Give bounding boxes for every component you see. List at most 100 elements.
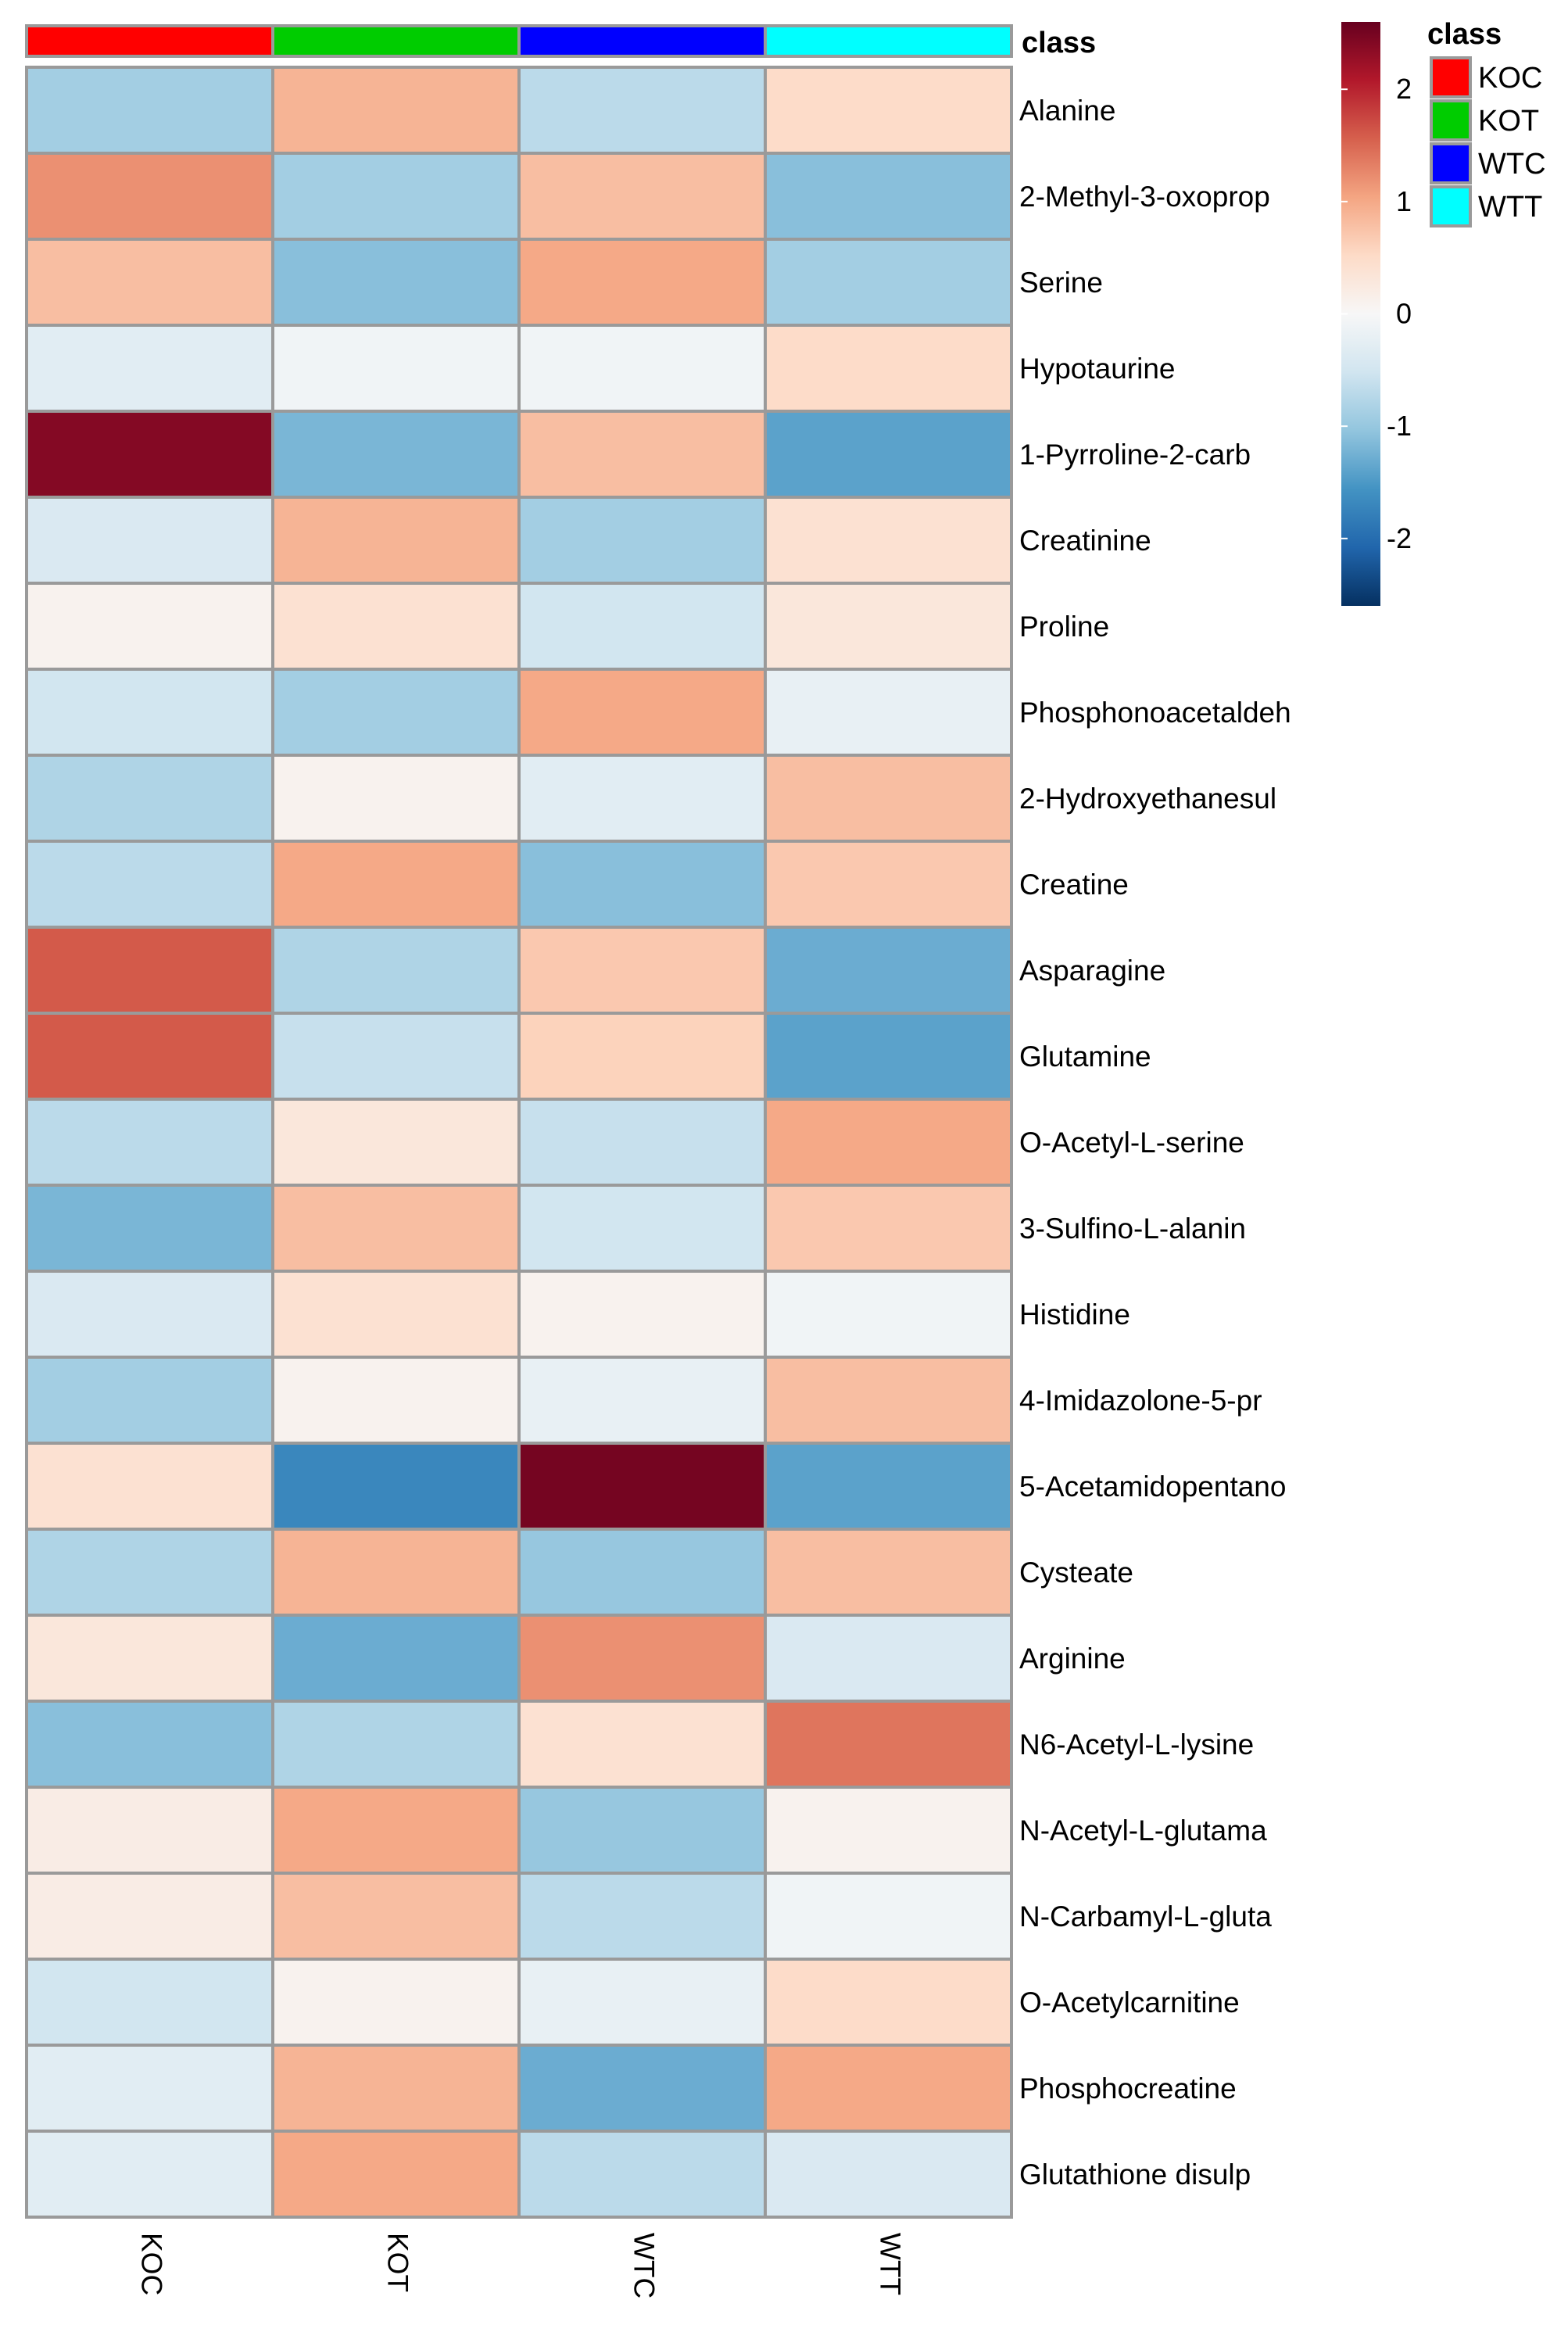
heatmap-cell: [25, 926, 274, 1015]
colorbar-tick-label: 2: [1396, 73, 1412, 105]
heatmap-cell: [25, 324, 274, 413]
row-label: Hypotaurine: [1019, 353, 1176, 385]
heatmap-cell: [25, 1012, 274, 1101]
heatmap-cell: [517, 410, 767, 499]
row-labels: Alanine 2-Methyl-3-oxoprop Serine Hypotauri…: [1019, 95, 1291, 2191]
row-label: Cysteate: [1019, 1557, 1133, 1589]
heatmap-cell: [764, 410, 1013, 499]
heatmap-cell: [517, 2130, 767, 2219]
heatmap-cell: [764, 66, 1013, 155]
class-legend: class KOC KOT WTC WTT: [1427, 18, 1546, 227]
heatmap-cell: [25, 410, 274, 499]
colorbar-tick-label: -2: [1387, 522, 1412, 554]
heatmap-cell: [764, 926, 1013, 1015]
legend-swatch-wtc: [1430, 142, 1472, 184]
heatmap-cell: [764, 1700, 1013, 1789]
heatmap-cell: [271, 152, 521, 241]
heatmap-cell: [764, 754, 1013, 843]
row-label: O-Acetyl-L-serine: [1019, 1127, 1244, 1159]
heatmap-cell: [271, 840, 521, 929]
legend-label-wtc: WTC: [1478, 148, 1546, 181]
heatmap-cell: [25, 496, 274, 585]
colorbar-tick-label: 1: [1396, 185, 1412, 217]
column-label: KOT: [382, 2233, 414, 2292]
heatmap-cell: [764, 1528, 1013, 1617]
row-label: 3-Sulfino-L-alanin: [1019, 1213, 1246, 1245]
heatmap-cell: [517, 1872, 767, 1961]
heatmap-cell: [25, 1184, 274, 1273]
row-label: 4-Imidazolone-5-pr: [1019, 1385, 1262, 1417]
row-label: Histidine: [1019, 1299, 1130, 1331]
heatmap-cell: [25, 66, 274, 155]
heatmap-cell: [764, 496, 1013, 585]
row-label: Creatine: [1019, 869, 1129, 901]
row-label: Glutamine: [1019, 1041, 1151, 1073]
heatmap-cell: [517, 152, 767, 241]
heatmap-cell: [764, 2130, 1013, 2219]
heatmap-cell: [271, 496, 521, 585]
heatmap-cell: [517, 1184, 767, 1273]
heatmap-cell: [764, 238, 1013, 327]
row-label: 2-Methyl-3-oxoprop: [1019, 181, 1270, 213]
colorbar-tick-label: -1: [1387, 410, 1412, 442]
heatmap-cell: [517, 1442, 767, 1531]
heatmap-cell: [517, 1700, 767, 1789]
heatmap-cell: [25, 1270, 274, 1359]
heatmap-cell: [271, 754, 521, 843]
heatmap-cell: [764, 1356, 1013, 1445]
heatmap-cell: [517, 840, 767, 929]
heatmap-cell: [764, 1012, 1013, 1101]
heatmap-cell: [25, 582, 274, 671]
heatmap-cell: [25, 2044, 274, 2133]
heatmap-cell: [764, 2044, 1013, 2133]
heatmap-cell: [25, 152, 274, 241]
heatmap-cell: [25, 1356, 274, 1445]
heatmap-cell: [764, 1270, 1013, 1359]
row-label: Phosphonoacetaldeh: [1019, 697, 1291, 729]
heatmap-cell: [25, 1442, 274, 1531]
colorbar-gradient: [1341, 22, 1380, 606]
heatmap-cell: [517, 1528, 767, 1617]
row-label: 1-Pyrroline-2-carb: [1019, 439, 1251, 471]
heatmap-cell: [271, 1958, 521, 2047]
column-labels: KOC KOT WTC WTT: [136, 2233, 907, 2298]
heatmap-cell: [271, 1786, 521, 1875]
heatmap-cell: [271, 1012, 521, 1101]
heatmap-cell: [271, 66, 521, 155]
row-label: O-Acetylcarnitine: [1019, 1986, 1240, 2019]
class-bar-kot: [271, 24, 521, 58]
heatmap-cell: [517, 496, 767, 585]
heatmap-cell: [764, 1442, 1013, 1531]
heatmap-cell: [517, 1614, 767, 1703]
row-label: Proline: [1019, 611, 1109, 643]
heatmap-cell: [25, 1700, 274, 1789]
row-label: Asparagine: [1019, 955, 1165, 987]
heatmap-cell: [25, 754, 274, 843]
heatmap-cell: [25, 1528, 274, 1617]
class-bar-wtt: [764, 24, 1013, 58]
heatmap-cell: [517, 1786, 767, 1875]
class-annotation-bar: [25, 24, 1013, 58]
heatmap-cell: [25, 1786, 274, 1875]
colorbar-tick-label: 0: [1396, 298, 1412, 330]
legend-label-koc: KOC: [1478, 62, 1542, 95]
legend-swatch-wtt: [1430, 185, 1472, 227]
heatmap-cell: [764, 1958, 1013, 2047]
heatmap-cell: [517, 324, 767, 413]
heatmap-cell: [271, 668, 521, 757]
row-label: 2-Hydroxyethanesul: [1019, 783, 1276, 815]
heatmap-cell: [25, 840, 274, 929]
heatmap-cell: [517, 66, 767, 155]
heatmap-cell: [517, 1270, 767, 1359]
heatmap-cell: [25, 1958, 274, 2047]
heatmap-cell: [517, 1356, 767, 1445]
heatmap-cell: [271, 1614, 521, 1703]
heatmap-cells: [25, 66, 1013, 2219]
row-label: N-Acetyl-L-glutama: [1019, 1815, 1267, 1847]
heatmap-cell: [271, 238, 521, 327]
heatmap-cell: [271, 1270, 521, 1359]
heatmap-cell: [271, 410, 521, 499]
heatmap-cell: [25, 668, 274, 757]
heatmap-cell: [517, 754, 767, 843]
